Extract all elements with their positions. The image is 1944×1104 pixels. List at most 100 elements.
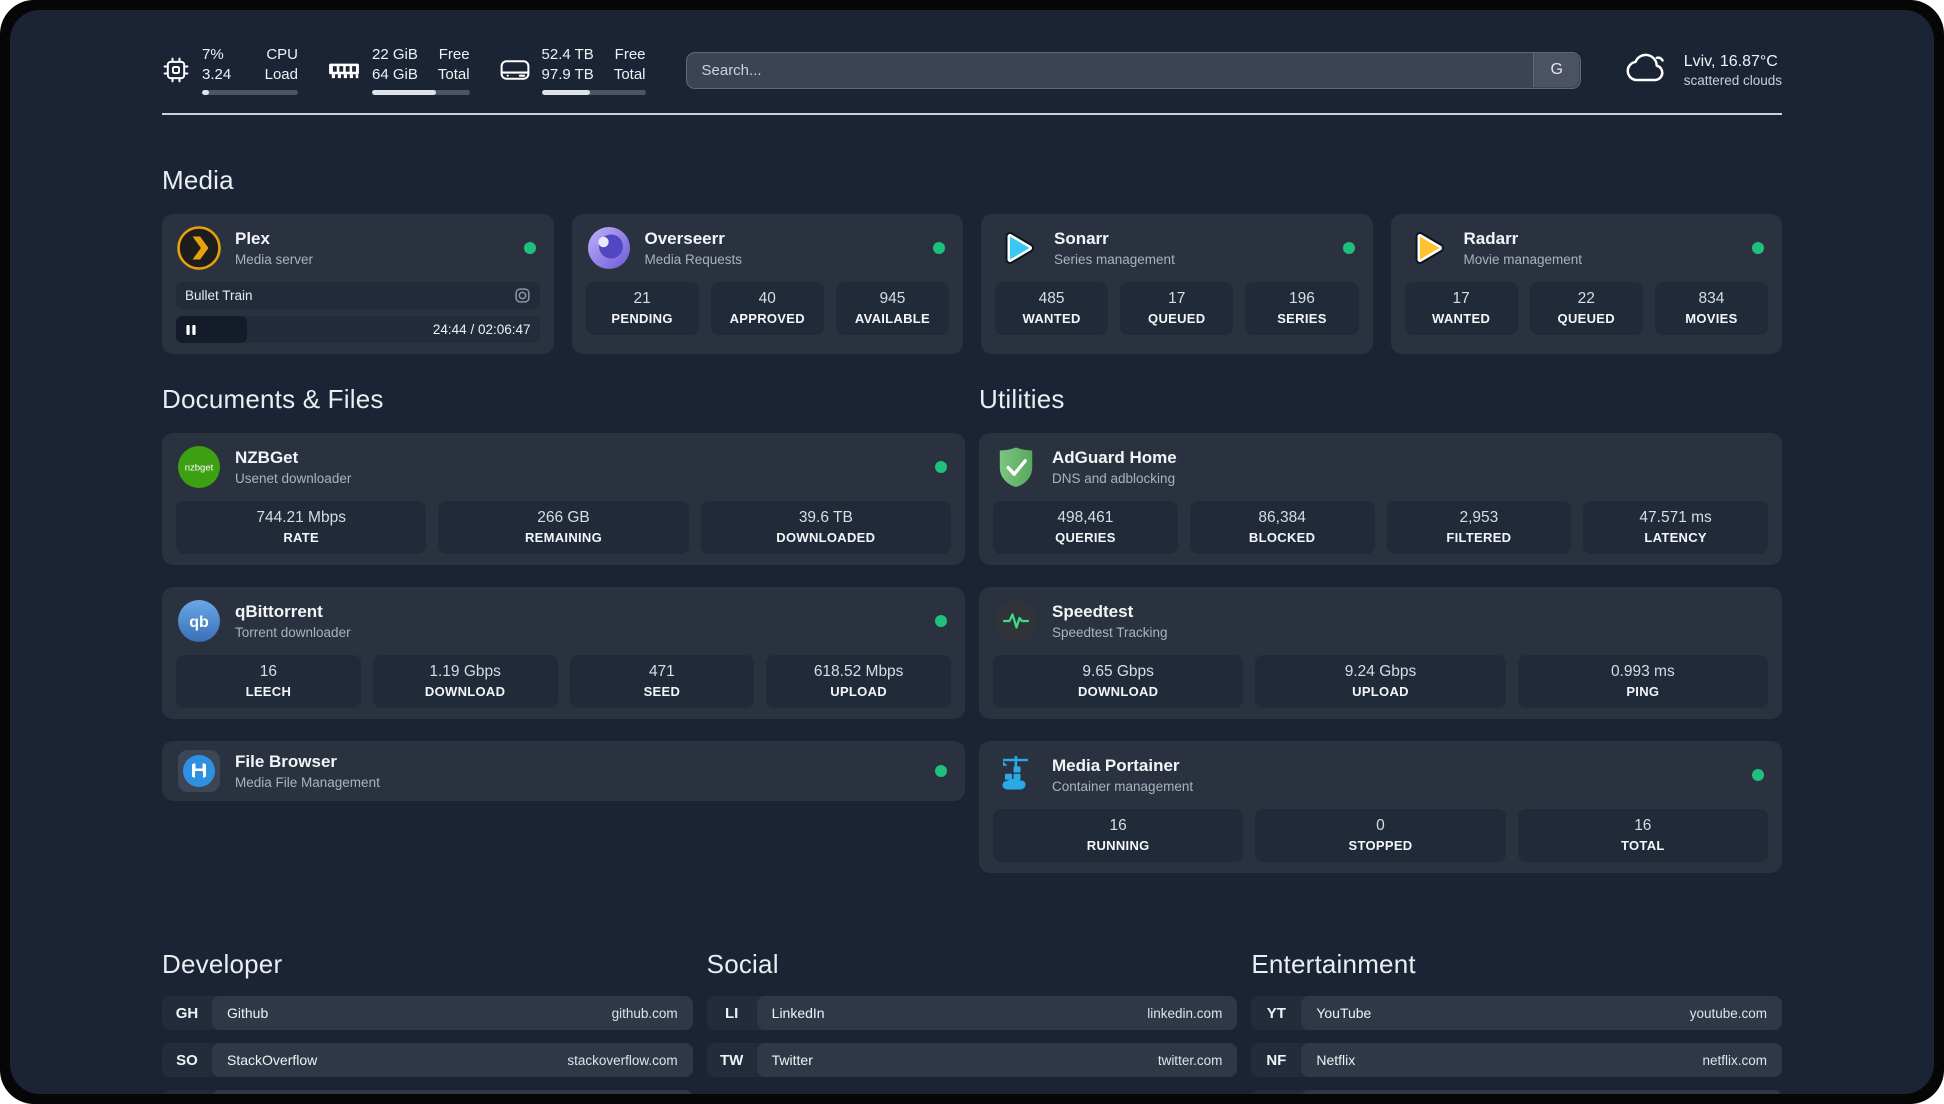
app-name: Media Portainer (1052, 756, 1180, 775)
link-name: Github (227, 1005, 269, 1021)
portainer-icon (993, 752, 1039, 798)
header-divider (162, 113, 1782, 115)
app-card-portainer[interactable]: Media Portainer Container management 16 … (979, 741, 1782, 873)
developer-links-column: Developer GH Github github.com SO StackO… (162, 949, 693, 1094)
stat-tile: 1.19 Gbps DOWNLOAD (372, 655, 558, 708)
app-card-adguard[interactable]: AdGuard Home DNS and adblocking 498,461 … (979, 433, 1782, 565)
plex-icon (176, 225, 222, 271)
pause-icon[interactable] (185, 324, 197, 336)
link-abbr: GH (175, 1004, 199, 1022)
stat-tile: 21 PENDING (585, 282, 699, 335)
disk-free-label: Free (614, 45, 646, 63)
link-row-stackoverflow[interactable]: SO StackOverflow stackoverflow.com (162, 1043, 693, 1077)
app-name: Sonarr (1054, 229, 1109, 248)
speedtest-icon (993, 598, 1039, 644)
app-description: Media server (235, 252, 314, 267)
stat-tile: 498,461 QUERIES (993, 501, 1178, 554)
stat-tile: 86,384 BLOCKED (1189, 501, 1375, 554)
link-row-netflix[interactable]: NF Netflix netflix.com (1251, 1043, 1782, 1077)
search-provider-button[interactable]: G (1533, 53, 1580, 87)
weather-widget: Lviv, 16.87°C scattered clouds (1623, 51, 1782, 90)
memory-total-label: Total (437, 65, 470, 83)
dashboard-panel: 7% 3.24 CPU Load (10, 10, 1934, 1094)
app-card-sonarr[interactable]: Sonarr Series management 485 WANTED 17 Q… (981, 214, 1373, 354)
app-card-filebrowser[interactable]: File Browser Media File Management (162, 741, 965, 801)
section-title-documents: Documents & Files (162, 384, 384, 414)
link-url: github.com (611, 1005, 678, 1021)
app-name: Speedtest (1052, 602, 1134, 621)
stat-tile: 945 AVAILABLE (835, 282, 950, 335)
app-description: Media File Management (235, 775, 380, 790)
app-card-plex[interactable]: Plex Media server Bullet Train (162, 214, 554, 354)
svg-text:qb: qb (189, 614, 209, 631)
app-description: Speedtest Tracking (1052, 625, 1168, 640)
link-row-linkedin[interactable]: LI LinkedIn linkedin.com (706, 996, 1238, 1030)
link-row-twitter[interactable]: TW Twitter twitter.com (706, 1043, 1238, 1077)
media-grid: Plex Media server Bullet Train (162, 214, 1782, 354)
link-url: stackoverflow.com (567, 1052, 678, 1068)
stat-tile: 834 MOVIES (1654, 282, 1769, 335)
weather-location-temp: Lviv, 16.87°C (1683, 52, 1778, 70)
link-abbr: DT (162, 1090, 212, 1094)
app-description: Container management (1052, 779, 1194, 794)
link-row-dev[interactable]: DT DEV dev.to (162, 1090, 693, 1094)
link-abbr: NF (1266, 1051, 1287, 1069)
cpu-load-value: 3.24 (202, 65, 232, 83)
disk-total-value: 97.9 TB (541, 65, 594, 83)
memory-progress-bar (372, 90, 470, 96)
stat-tile: 16 TOTAL (1517, 809, 1768, 862)
link-url: youtube.com (1689, 1005, 1767, 1021)
section-title-developer: Developer (162, 949, 283, 979)
app-description: DNS and adblocking (1052, 471, 1176, 486)
stat-tile: 47.571 ms LATENCY (1583, 501, 1768, 554)
adguard-icon (993, 444, 1039, 490)
entertainment-links-column: Entertainment YT YouTube youtube.com NF … (1251, 949, 1782, 1094)
app-card-nzbget[interactable]: nzbget NZBGet Usenet downloader 74 (162, 433, 965, 565)
stat-tile: 17 WANTED (1404, 282, 1518, 335)
status-dot (1752, 242, 1764, 254)
section-title-media: Media (162, 165, 234, 195)
radarr-icon (1405, 225, 1451, 271)
link-row-youtube[interactable]: YT YouTube youtube.com (1251, 996, 1782, 1030)
playback-progress-bar[interactable]: 24:44 / 02:06:47 (176, 316, 540, 343)
stat-tile: 16 RUNNING (993, 809, 1244, 862)
app-description: Torrent downloader (235, 625, 351, 640)
app-card-overseerr[interactable]: Overseerr Media Requests 21 PENDING 40 A… (571, 214, 963, 354)
disk-total-label: Total (613, 65, 646, 83)
system-stats-group: 7% 3.24 CPU Load (162, 45, 646, 96)
stat-tile: 196 SERIES (1245, 282, 1359, 335)
now-playing-title: Bullet Train (185, 288, 253, 303)
app-card-qbittorrent[interactable]: qb qBittorrent Torrent downloader (162, 587, 965, 719)
app-card-speedtest[interactable]: Speedtest Speedtest Tracking 9.65 Gbps D… (979, 587, 1782, 719)
link-url: netflix.com (1702, 1052, 1767, 1068)
disk-progress-bar (541, 90, 646, 96)
app-name: AdGuard Home (1052, 448, 1177, 467)
link-abbr: SO (176, 1051, 198, 1069)
nzbget-icon: nzbget (176, 444, 222, 490)
app-name: NZBGet (235, 448, 299, 467)
memory-icon (328, 59, 360, 81)
status-dot (1752, 769, 1764, 781)
cpu-progress-bar (202, 90, 298, 96)
qbittorrent-icon: qb (176, 598, 222, 644)
app-card-radarr[interactable]: Radarr Movie management 17 WANTED 22 QUE… (1390, 214, 1782, 354)
cpu-load-label: Load (264, 65, 298, 83)
stat-tile: 2,953 FILTERED (1386, 501, 1572, 554)
link-row-reddit[interactable]: RE Reddit reddit.com (1251, 1090, 1782, 1094)
documents-column: Documents & Files nzbget NZBGet (162, 384, 965, 895)
disk-icon (500, 59, 530, 81)
app-description: Movie management (1463, 252, 1583, 267)
cpu-stat: 7% 3.24 CPU Load (162, 45, 298, 96)
search-input[interactable] (685, 51, 1581, 89)
link-row-github[interactable]: GH Github github.com (162, 996, 693, 1030)
status-dot (935, 615, 947, 627)
app-name: Overseerr (644, 229, 725, 248)
stat-tile: 485 WANTED (995, 282, 1109, 335)
cloud-icon (1623, 51, 1671, 90)
player-settings-icon[interactable] (514, 287, 531, 304)
stat-tile: 17 QUEUED (1120, 282, 1234, 335)
link-abbr: TW (719, 1051, 744, 1069)
status-dot (523, 242, 536, 254)
app-name: File Browser (235, 752, 338, 771)
app-description: Media Requests (644, 252, 743, 267)
